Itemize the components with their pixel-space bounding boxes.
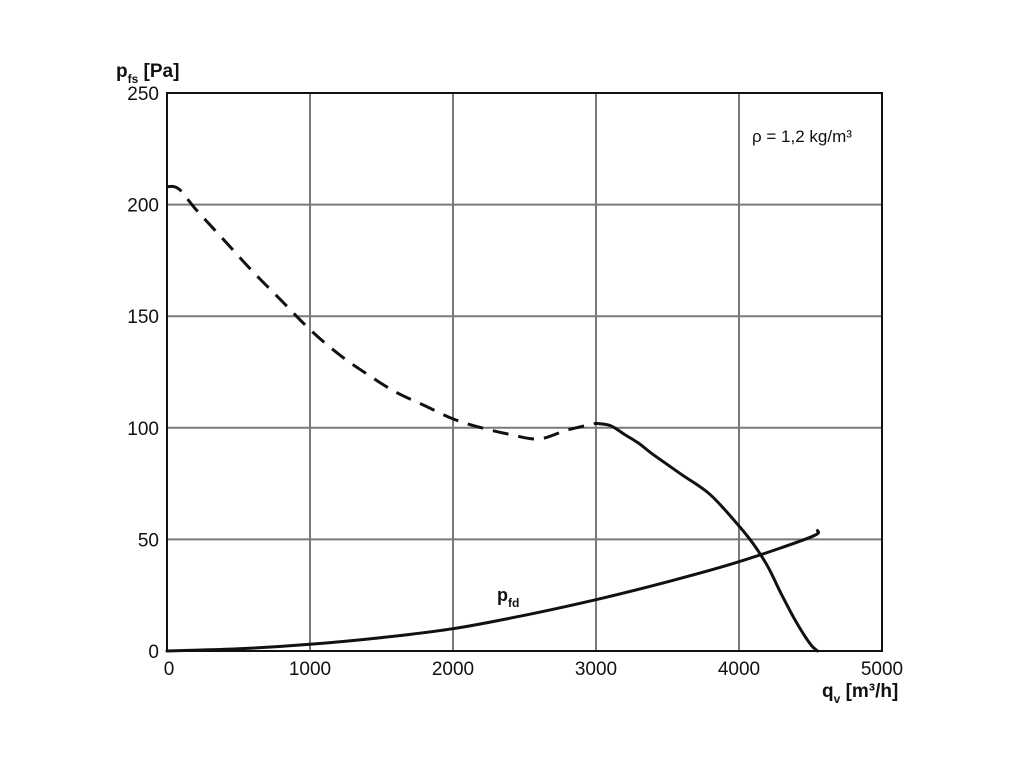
x-tick-label: 4000 xyxy=(718,659,760,680)
pfs-curve-stable xyxy=(594,421,820,653)
y-tick-label: 0 xyxy=(148,642,159,663)
y-axis-ticks: 0 50 100 150 200 250 xyxy=(127,84,159,663)
x-tick-label: 2000 xyxy=(432,659,474,680)
series-label-pfd: pfd xyxy=(497,585,519,610)
y-tick-label: 50 xyxy=(138,530,159,551)
y-tick-label: 100 xyxy=(127,419,159,440)
y-axis-title-symbol: p xyxy=(116,61,128,82)
x-axis-title-unit: [m³/h] xyxy=(840,681,898,702)
x-axis-title: qv [m³/h] xyxy=(822,681,898,706)
y-tick-label: 150 xyxy=(127,307,159,328)
pfs-curve-unstable xyxy=(166,184,597,441)
y-axis-title: pfs [Pa] xyxy=(116,61,179,86)
x-tick-label: 0 xyxy=(164,659,175,680)
x-axis-ticks: 0 1000 2000 3000 4000 5000 xyxy=(164,659,903,680)
pfd-curve xyxy=(165,529,821,653)
x-axis-title-subscript: v xyxy=(834,692,841,706)
y-axis-title-unit: [Pa] xyxy=(138,61,179,82)
x-tick-label: 5000 xyxy=(861,659,903,680)
y-tick-label: 250 xyxy=(127,84,159,105)
density-annotation: ρ = 1,2 kg/m³ xyxy=(752,127,852,146)
x-tick-label: 1000 xyxy=(289,659,331,680)
plot-frame xyxy=(166,92,883,652)
series-label-symbol: p xyxy=(497,585,508,605)
x-axis-title-symbol: q xyxy=(822,681,834,702)
x-tick-label: 3000 xyxy=(575,659,617,680)
series-label-subscript: fd xyxy=(508,596,519,610)
y-axis-title-subscript: fs xyxy=(128,72,139,86)
grid xyxy=(167,93,882,651)
y-tick-label: 200 xyxy=(127,196,159,217)
curves xyxy=(165,184,821,653)
